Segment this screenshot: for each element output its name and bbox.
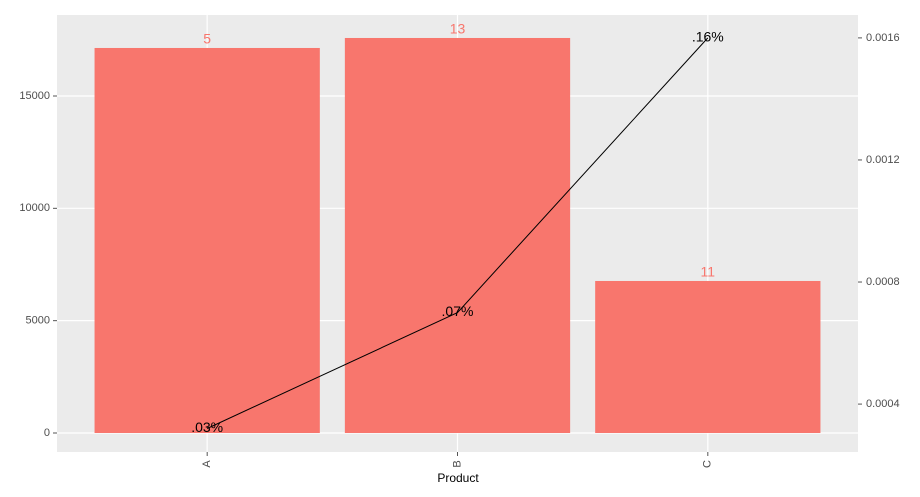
- y-tick-label: 10000: [19, 202, 50, 214]
- bar: [94, 47, 320, 433]
- bar-label: 11: [701, 264, 716, 280]
- x-tick-label: B: [451, 460, 463, 467]
- line-label: .16%: [692, 29, 724, 45]
- y-tick-label: 5000: [26, 315, 50, 327]
- x-tick-label: C: [702, 460, 714, 468]
- bar: [344, 37, 571, 433]
- x-tick-label: A: [201, 460, 213, 468]
- line-label: .03%: [191, 419, 223, 435]
- bar: [595, 280, 821, 433]
- y-tick-label: 15000: [19, 90, 50, 102]
- bar-label: 5: [203, 31, 211, 47]
- x-axis-title: Product: [437, 471, 479, 485]
- y2-tick-label: 0.0008: [866, 276, 900, 288]
- bar-label: 13: [450, 21, 466, 37]
- y2-tick-label: 0.0012: [866, 154, 900, 166]
- line-label: .07%: [442, 303, 474, 319]
- y-tick-label: 0: [44, 427, 50, 439]
- y2-tick-label: 0.0016: [866, 32, 900, 44]
- line: [206, 37, 709, 429]
- y2-tick-label: 0.0004: [866, 398, 900, 410]
